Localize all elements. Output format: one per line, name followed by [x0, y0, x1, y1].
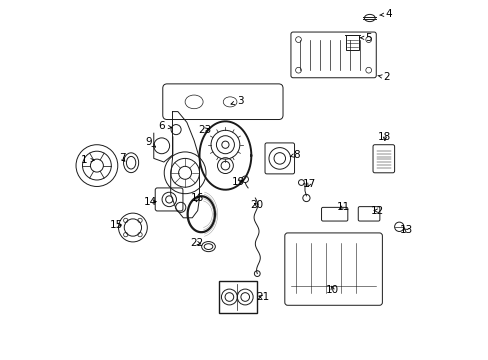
Text: 6: 6: [158, 121, 171, 131]
Text: 11: 11: [336, 202, 349, 212]
Text: 10: 10: [325, 285, 339, 295]
Text: 14: 14: [144, 197, 157, 207]
Bar: [346, 35, 358, 50]
Text: 1: 1: [81, 155, 94, 165]
Bar: [219, 281, 257, 313]
Text: 2: 2: [377, 72, 389, 82]
Text: 12: 12: [370, 206, 384, 216]
Text: 8: 8: [290, 150, 300, 160]
Text: 21: 21: [255, 292, 268, 302]
Text: 23: 23: [198, 125, 211, 135]
Text: 19: 19: [231, 177, 244, 187]
Text: 15: 15: [110, 220, 123, 230]
Text: 18: 18: [378, 132, 391, 142]
Text: 17: 17: [302, 179, 315, 189]
Text: 20: 20: [250, 200, 263, 210]
Text: 9: 9: [145, 137, 155, 147]
Text: 16: 16: [191, 193, 204, 203]
Text: 3: 3: [230, 96, 244, 106]
Text: 13: 13: [399, 225, 412, 235]
Text: 4: 4: [379, 9, 391, 19]
Text: 5: 5: [359, 33, 371, 43]
Text: 7: 7: [119, 153, 125, 163]
Text: 22: 22: [190, 238, 203, 248]
